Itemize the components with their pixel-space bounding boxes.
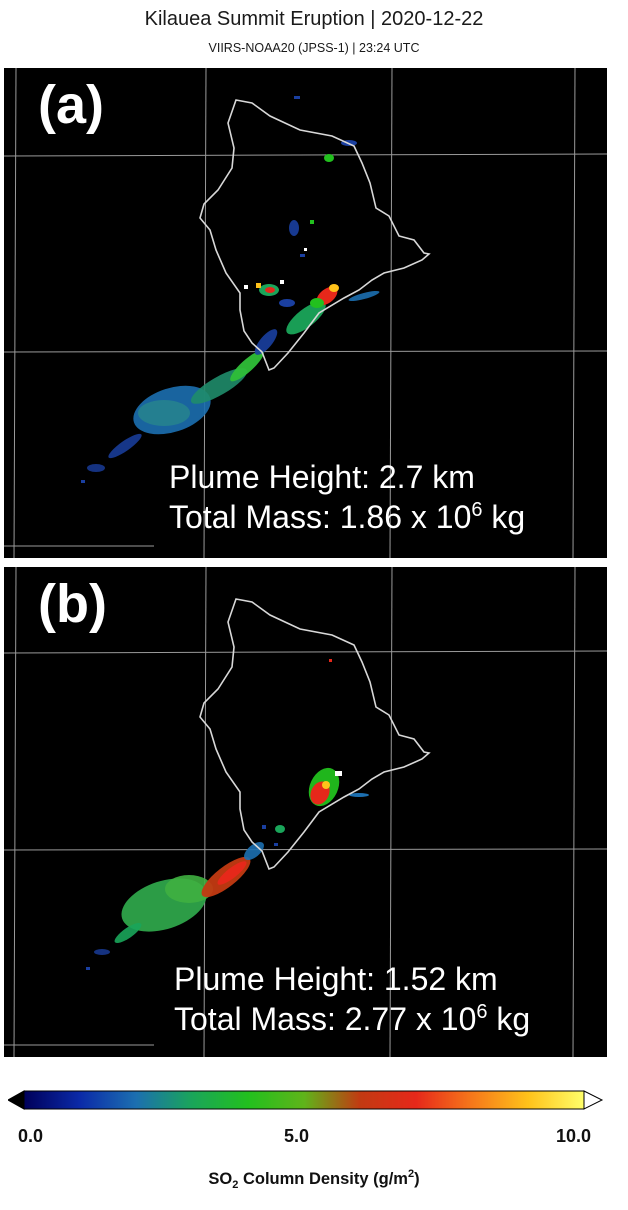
plume-pixel (294, 96, 300, 99)
gridlines-b (4, 567, 607, 1057)
map-panel-a: (a) Plume Height: 2.7 km Total Mass: 1.8… (4, 68, 607, 558)
longitude-line (13, 567, 17, 1057)
plume-pixel (329, 659, 332, 662)
coastline-b (199, 598, 431, 871)
plume-pixel (310, 220, 314, 224)
plume-pixel (81, 480, 85, 483)
plume-blob (324, 154, 334, 162)
plume-blob (275, 825, 285, 833)
colorbar-svg (6, 1090, 604, 1110)
colorbar-title-suffix: ) (414, 1170, 420, 1188)
colorbar (6, 1088, 604, 1112)
colorbar-over-arrow (583, 1090, 604, 1110)
plume-blob (286, 301, 326, 335)
plume-pixel (86, 967, 90, 970)
total-mass-text: Total Mass: 2.77 x 106 kg (174, 999, 530, 1039)
longitude-line (389, 567, 393, 1057)
colorbar-mid-label: 5.0 (284, 1126, 310, 1146)
plume-blob (322, 781, 330, 789)
longitude-line (389, 68, 393, 558)
colorbar-title-prefix: SO (208, 1170, 233, 1188)
colorbar-gradient (23, 1090, 585, 1110)
total-mass-value: Total Mass: 2.77 x 10 (174, 1001, 477, 1037)
colorbar-title-middle: Column Density (g/m (238, 1170, 408, 1188)
plume-blob (310, 298, 324, 308)
longitude-line (572, 68, 576, 558)
panel-label-b: (b) (38, 574, 107, 634)
latitude-line (4, 848, 607, 851)
figure-title: Kilauea Summit Eruption | 2020-12-22 (144, 8, 484, 30)
colorbar-title-sub: 2 (232, 1179, 239, 1191)
longitude-line (13, 68, 17, 558)
total-mass-unit: kg (482, 499, 526, 535)
figure-subtitle: VIIRS-NOAA20 (JPSS-1) | 23:24 UTC (208, 41, 420, 55)
map-canvas-b (4, 567, 607, 1057)
plume-blob (138, 400, 190, 426)
latitude-line (4, 153, 607, 157)
plume-pixel (300, 254, 305, 257)
plume-pixel (244, 285, 248, 289)
longitude-line (572, 567, 576, 1057)
latitude-line (4, 350, 607, 353)
total-mass-unit: kg (487, 1001, 531, 1037)
so2-plume-b (86, 659, 369, 970)
plume-blob (217, 861, 247, 885)
longitude-line (203, 68, 207, 558)
plume-blob (114, 922, 142, 944)
plume-stats-a: Plume Height: 2.7 km Total Mass: 1.86 x … (169, 457, 525, 537)
plume-stats-b: Plume Height: 1.52 km Total Mass: 2.77 x… (174, 959, 530, 1039)
colorbar-title-sup: 2 (407, 1168, 415, 1180)
plume-pixel (304, 248, 307, 251)
plume-pixel (274, 843, 278, 846)
plume-blob (329, 284, 339, 292)
colorbar-min-label: 0.0 (18, 1126, 44, 1146)
plume-blob (289, 220, 299, 236)
plume-blob (94, 949, 110, 955)
panel-label-a: (a) (38, 75, 104, 135)
latitude-line (4, 650, 607, 654)
gridlines-a (4, 68, 607, 558)
plume-pixel (262, 825, 266, 829)
colorbar-under-arrow (6, 1090, 25, 1110)
total-mass-text: Total Mass: 1.86 x 106 kg (169, 497, 525, 537)
plume-blob (165, 875, 213, 903)
map-canvas-a (4, 68, 607, 558)
plume-blob (348, 290, 380, 302)
colorbar-title: SO2 Column Density (g/m2) (0, 1168, 628, 1191)
plume-height-text: Plume Height: 2.7 km (169, 459, 475, 495)
plume-blob (279, 299, 295, 307)
plume-pixel (256, 283, 261, 288)
map-panel-b: (b) Plume Height: 1.52 km Total Mass: 2.… (4, 567, 607, 1057)
total-mass-exponent: 6 (476, 1001, 488, 1023)
plume-blob (87, 464, 105, 472)
plume-blob (244, 842, 264, 860)
plume-pixel (335, 771, 342, 776)
plume-blob (108, 433, 142, 459)
plume-blob (349, 793, 369, 797)
total-mass-exponent: 6 (471, 499, 483, 521)
coastline-a (199, 99, 431, 372)
plume-blob (265, 287, 275, 293)
plume-blob (230, 350, 264, 382)
so2-plume-a (81, 96, 380, 483)
longitude-line (203, 567, 207, 1057)
plume-height-text: Plume Height: 1.52 km (174, 961, 498, 997)
plume-blob (254, 329, 278, 355)
total-mass-value: Total Mass: 1.86 x 10 (169, 499, 472, 535)
plume-pixel (280, 280, 284, 284)
colorbar-max-label: 10.0 (556, 1126, 592, 1146)
